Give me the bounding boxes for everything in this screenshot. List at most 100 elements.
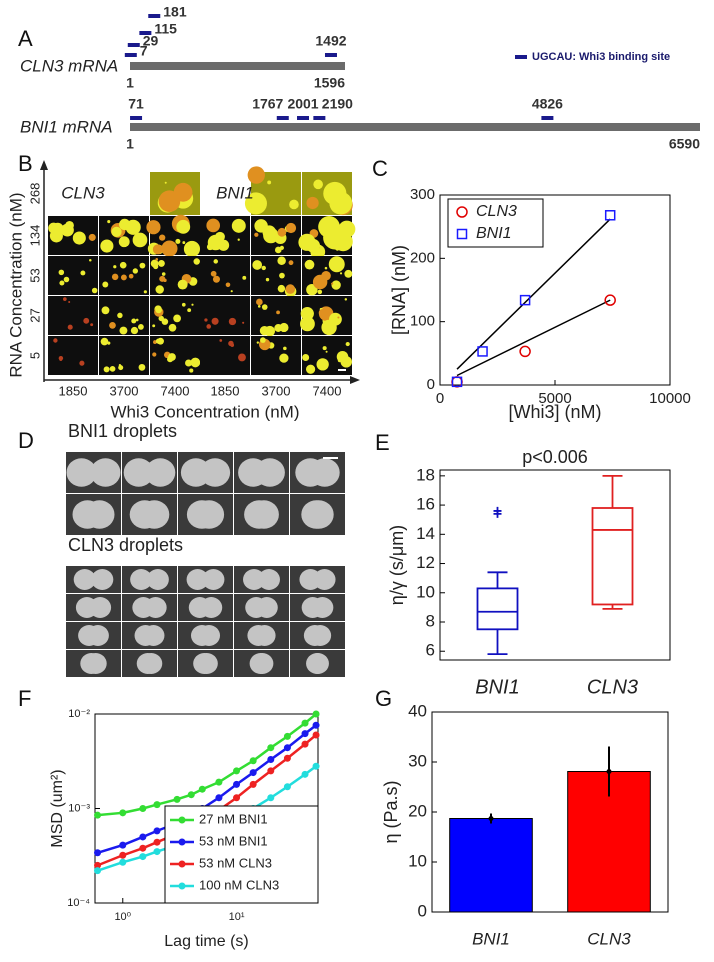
droplet (313, 569, 336, 590)
droplet (138, 323, 144, 330)
droplet (260, 337, 266, 343)
error-center (488, 816, 494, 821)
point (139, 853, 147, 861)
droplet (321, 270, 331, 281)
point (233, 767, 241, 775)
point (139, 805, 147, 812)
droplet (90, 323, 94, 327)
droplet (283, 346, 287, 351)
micrograph (251, 296, 301, 337)
droplet (257, 305, 261, 308)
point (267, 794, 275, 802)
x-axis-arrow (350, 376, 360, 384)
point (187, 791, 195, 799)
droplet (252, 260, 263, 270)
droplet (53, 338, 58, 343)
micrograph (48, 336, 98, 375)
droplet (309, 458, 340, 487)
droplet (204, 318, 208, 322)
transcript-start: 1 (126, 75, 134, 91)
point (94, 849, 102, 857)
site-label: 2190 (322, 96, 353, 112)
y-tick-label: 18 (416, 465, 435, 484)
micrograph (48, 256, 98, 295)
y-tick-label: 10⁻³ (68, 802, 90, 814)
droplet (328, 256, 345, 273)
droplet (131, 318, 137, 324)
droplet (72, 231, 86, 245)
fusion-frame (290, 622, 345, 649)
micrograph (251, 256, 301, 298)
site-label: 71 (128, 96, 144, 112)
droplet (198, 625, 221, 646)
marker (477, 346, 488, 357)
y-tick-label: 20 (408, 801, 427, 820)
droplet (337, 316, 340, 319)
y-tick-label: 8 (426, 611, 435, 630)
micrograph (302, 256, 353, 296)
legend-marker (178, 860, 186, 868)
droplet (155, 306, 163, 314)
fusion-frame (122, 452, 177, 493)
droplet (344, 298, 348, 301)
fusion-frame (66, 494, 121, 535)
transcript-end: 6590 (669, 136, 700, 152)
fusion-frame (66, 452, 121, 493)
droplet (256, 341, 259, 344)
point (283, 744, 291, 752)
point (153, 848, 161, 856)
droplet (161, 240, 178, 257)
site-label: 2001 (287, 96, 318, 112)
droplet (213, 259, 219, 264)
micrograph (200, 336, 250, 375)
droplet (152, 324, 156, 328)
droplet (168, 353, 176, 361)
sample-name: BNI1 (216, 183, 254, 202)
y-axis-arrow (40, 160, 48, 170)
point (139, 833, 147, 841)
droplet (309, 625, 332, 646)
y-tick-label: 27 (27, 308, 42, 322)
legend-marker (178, 882, 186, 890)
droplet (238, 353, 246, 362)
droplet (153, 264, 159, 270)
x-tick-label: 10⁰ (114, 911, 131, 923)
droplet (253, 625, 276, 646)
y-tick-label: 0 (418, 901, 427, 920)
droplet (316, 358, 329, 371)
chart-title: p<0.006 (522, 447, 588, 467)
droplet (285, 222, 297, 234)
plot-frame (439, 469, 671, 661)
x-tick-label: 7400 (161, 383, 190, 398)
point (283, 783, 291, 791)
droplet (130, 326, 139, 335)
droplet (123, 458, 154, 487)
droplet (117, 312, 123, 319)
droplet (242, 275, 247, 280)
droplet (155, 257, 159, 261)
y-tick-label: 5 (27, 352, 42, 359)
droplet (345, 341, 350, 347)
droplet (237, 238, 240, 241)
fusion-frame (178, 622, 233, 649)
droplet (73, 569, 96, 590)
droplet (195, 653, 218, 674)
micrograph-bg (48, 296, 98, 335)
droplet (185, 359, 193, 367)
droplet (173, 182, 193, 202)
panel-label: A (18, 26, 33, 51)
point (249, 757, 257, 765)
legend-label: 53 nM BNI1 (199, 833, 268, 848)
droplet (135, 318, 139, 322)
marker (519, 345, 531, 358)
droplet (187, 308, 192, 313)
droplet (331, 282, 334, 285)
x-axis-title: Whi3 Concentration (nM) (111, 402, 300, 421)
y-tick-label: 10⁻² (68, 708, 90, 720)
droplet (155, 338, 161, 344)
point (94, 811, 102, 819)
droplet (176, 219, 191, 234)
x-axis-title: Lag time (s) (164, 933, 248, 950)
micrograph (244, 166, 301, 215)
droplet (159, 234, 166, 241)
